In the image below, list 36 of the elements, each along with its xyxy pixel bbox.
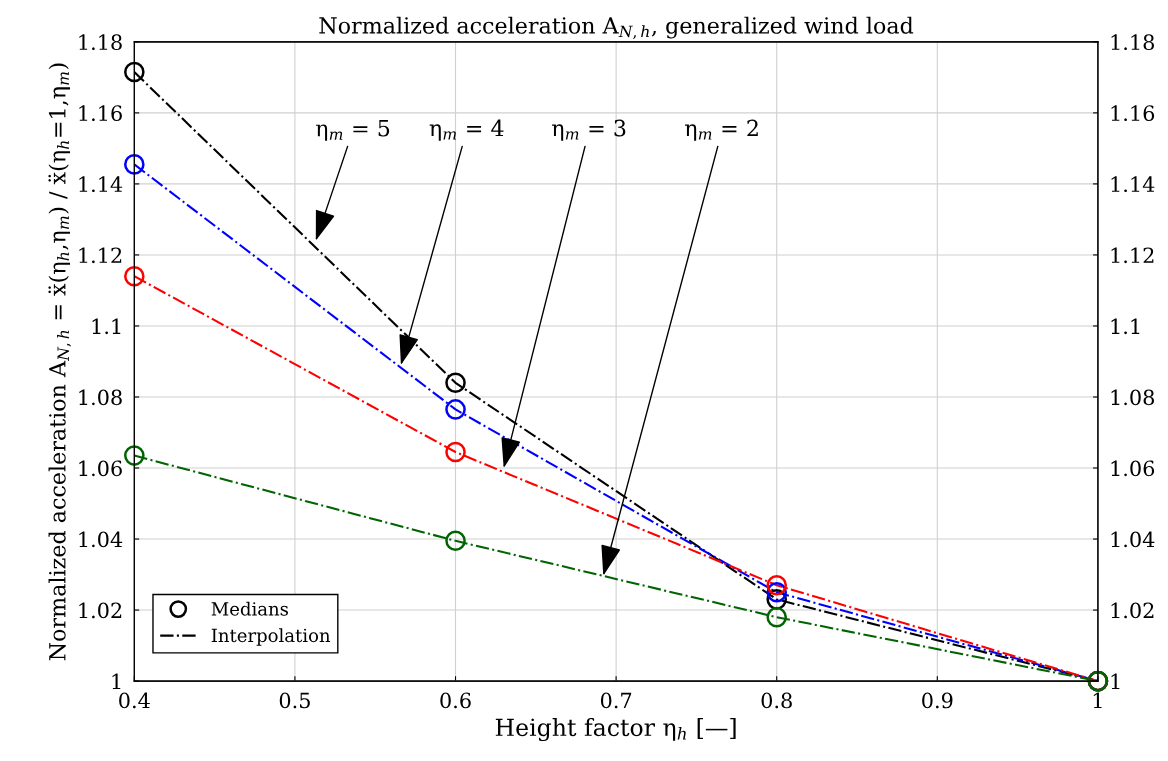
y2-tick-label: 1.12: [1111, 247, 1154, 264]
y2-tick-label: 1.08: [1111, 389, 1155, 406]
y2-tick-label: 1.1: [1111, 318, 1140, 335]
y-tick-label: 1.1: [92, 318, 121, 335]
y2-tick-label: 1: [1111, 673, 1120, 690]
x-tick-label: 1: [1093, 692, 1102, 709]
y2-tick-label: 1.04: [1111, 531, 1155, 548]
y-tick-label: 1.14: [79, 176, 123, 193]
x-tick-label: 0.4: [119, 692, 150, 709]
x-axis-title: Height factor η$_{h}$ [—]: [495, 717, 736, 742]
y-tick-label: 1.02: [79, 602, 122, 619]
y-tick-label: 1.16: [79, 105, 122, 122]
y2-tick-label: 1.16: [1111, 105, 1155, 122]
annotation: η$_{m}$ = 5: [315, 120, 390, 141]
y2-tick-label: 1.02: [1111, 602, 1154, 619]
y-tick-label: 1.06: [79, 460, 122, 477]
y2-tick-label: 1.18: [1111, 34, 1155, 51]
x-tick-label: 0.5: [279, 692, 310, 709]
x-tick-label: 0.8: [761, 692, 792, 709]
chart-title: Normalized acceleration A$_{N,h}$, generalized wind load: [319, 16, 914, 40]
y-tick-label: 1.18: [79, 34, 122, 51]
legend-label: Medians: [211, 601, 288, 616]
annotation: η$_{m}$ = 4: [429, 119, 504, 141]
x-tick-label: 0.6: [440, 692, 471, 709]
y-tick-label: 1.12: [79, 247, 122, 264]
y-tick-label: 1.04: [79, 531, 123, 548]
x-tick-label: 0.7: [600, 692, 632, 709]
y2-tick-label: 1.14: [1111, 176, 1155, 193]
annotation: η$_{m}$ = 2: [685, 119, 758, 141]
y-tick-label: 1.08: [79, 389, 122, 406]
text: Normalized acceleration A$_{N,h}$ = ẍ(η$_{h}$,η$_{m}$) / ẍ(η$_{h}$=1,η$_{m}$): [48, 63, 71, 661]
legend-label: Interpolation: [211, 628, 331, 646]
y2-tick-label: 1.06: [1111, 460, 1155, 477]
x-tick-label: 0.9: [922, 692, 953, 709]
annotation: η$_{m}$ = 3: [552, 119, 626, 141]
y-tick-label: 1: [112, 673, 121, 690]
